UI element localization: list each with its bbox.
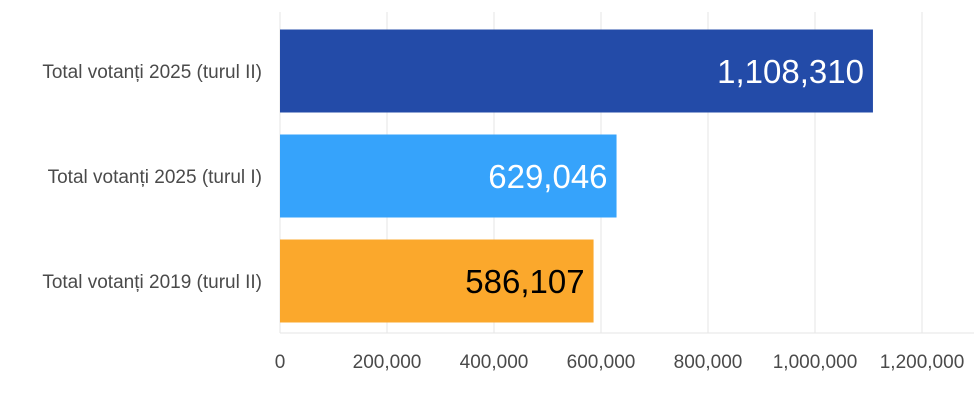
x-tick-label: 1,000,000 [773,352,858,373]
x-tick-label: 200,000 [353,352,422,373]
x-tick-label: 0 [275,352,286,373]
value-label: 586,107 [465,263,584,300]
value-label: 1,108,310 [717,53,864,90]
bar [280,134,617,218]
bars [280,29,873,323]
x-tick-label: 400,000 [460,352,529,373]
x-tick-label: 800,000 [674,352,743,373]
category-label: Total votanți 2019 (turul II) [42,272,262,293]
category-label: Total votanți 2025 (turul II) [42,62,262,83]
category-label: Total votanți 2025 (turul I) [48,167,262,188]
labels: 0 200,000 400,000 600,000 800,000 1,000,000 1,… [42,53,964,373]
bar [280,239,594,323]
value-label: 629,046 [488,158,607,195]
x-tick-label: 600,000 [567,352,636,373]
bar [280,29,873,113]
x-tick-label: 1,200,000 [880,352,965,373]
